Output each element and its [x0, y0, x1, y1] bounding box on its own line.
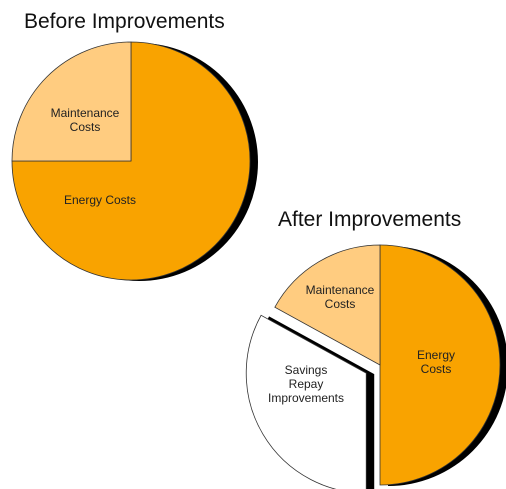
- slice: [274, 244, 381, 366]
- slice-label: Energy Costs: [64, 193, 136, 207]
- slice: [245, 314, 367, 489]
- slice-label: Maintenance Costs: [306, 283, 375, 311]
- slice: [11, 41, 251, 281]
- chart-title: After Improvements: [278, 208, 461, 231]
- slice: [11, 41, 132, 162]
- slice-label: Maintenance Costs: [51, 106, 120, 134]
- chart-title: Before Improvements: [24, 10, 225, 33]
- slice-label: Energy Costs: [417, 348, 455, 376]
- pie: Energy Costs Savings Repay Improvements Maint…: [245, 244, 506, 489]
- pie: Energy Costs Maintenance Costs: [11, 41, 258, 281]
- slice: [379, 244, 501, 486]
- slice-label: Savings Repay Improvements: [268, 363, 344, 405]
